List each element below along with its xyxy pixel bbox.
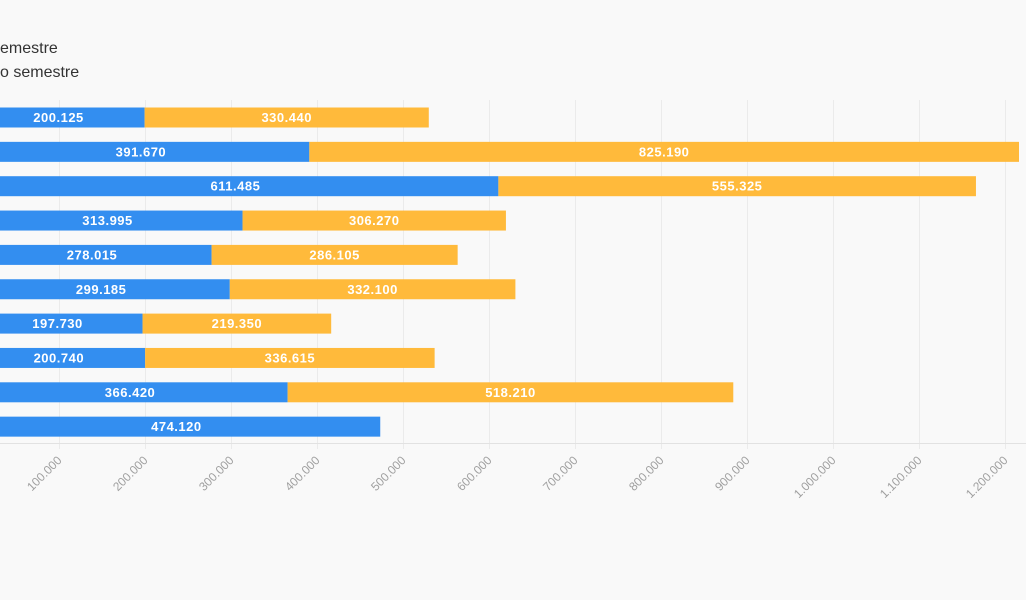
bar-series-1 [0, 210, 243, 231]
bar-series-1 [0, 107, 145, 128]
bar-value-label-series-1: 278.015 [67, 247, 118, 262]
bar-series-2 [242, 210, 506, 231]
bar-value-label-series-2: 330.440 [261, 110, 312, 125]
bar-series-1 [0, 382, 288, 403]
x-tick-label: 900.000 [712, 453, 753, 494]
bar-value-label-series-2: 555.325 [712, 179, 763, 194]
x-tick-label: 1.100.000 [877, 453, 925, 501]
bar-series-1 [0, 313, 143, 334]
x-tick-label: 600.000 [454, 453, 495, 494]
bar-series-1 [0, 279, 230, 300]
x-tick-label: 700.000 [540, 453, 581, 494]
bar-value-label-series-2: 219.350 [212, 316, 263, 331]
bar-series-1 [0, 416, 381, 437]
bar-value-label-series-1: 611.485 [211, 179, 261, 194]
bar-labels: 200.125 330.440 391.670 825.190 611.485 555.3… [32, 110, 762, 434]
bar-series-2 [142, 313, 332, 334]
bar-value-label-series-1: 299.185 [76, 282, 127, 297]
bar-series-2 [229, 279, 516, 300]
bar-value-label-series-1: 200.740 [34, 350, 85, 365]
legend: emestre o semestre [0, 40, 79, 81]
bar-series-2 [211, 244, 458, 265]
bar-value-label-series-1: 200.125 [33, 110, 84, 125]
bar-series-2 [498, 176, 976, 197]
x-tick-label: 1.000.000 [791, 453, 839, 501]
bar-value-label-series-2: 306.270 [349, 213, 400, 228]
x-tick-label: 400.000 [282, 453, 323, 494]
bar-value-label-series-2: 286.105 [309, 247, 360, 262]
bar-series-1 [0, 244, 212, 265]
x-tick-label: 500.000 [368, 453, 409, 494]
bar-value-label-series-1: 366.420 [105, 385, 156, 400]
bar-series-1 [0, 141, 310, 162]
x-tick-label: 300.000 [196, 453, 237, 494]
legend-series-2: o semestre [0, 64, 79, 81]
bar-value-label-series-2: 332.100 [347, 282, 398, 297]
bar-value-label-series-2: 336.615 [265, 350, 316, 365]
bar-value-label-series-1: 197.730 [32, 316, 83, 331]
bar-value-label-series-2: 518.210 [485, 385, 536, 400]
bar-series-2 [287, 382, 734, 403]
bar-series-2 [145, 347, 435, 368]
bar-value-label-series-1: 474.120 [151, 419, 202, 434]
bar-series-1 [0, 176, 499, 197]
bar-value-label-series-1: 391.670 [116, 144, 167, 159]
legend-series-1: emestre [0, 40, 58, 57]
bar-series-1 [0, 347, 146, 368]
x-tick-label: 100.000 [24, 453, 65, 494]
bar-value-label-series-1: 313.995 [82, 213, 133, 228]
x-tick-label: 1.200.000 [963, 453, 1011, 501]
bar-series-2 [309, 141, 1019, 162]
bar-series-2 [144, 107, 429, 128]
x-axis-tick-labels: 100.000 200.000 300.000 400.000 500.000 600.0… [24, 453, 1011, 501]
x-tick-label: 800.000 [626, 453, 667, 494]
bars [0, 107, 1019, 437]
bar-value-label-series-2: 825.190 [639, 144, 690, 159]
x-tick-label: 200.000 [110, 453, 151, 494]
